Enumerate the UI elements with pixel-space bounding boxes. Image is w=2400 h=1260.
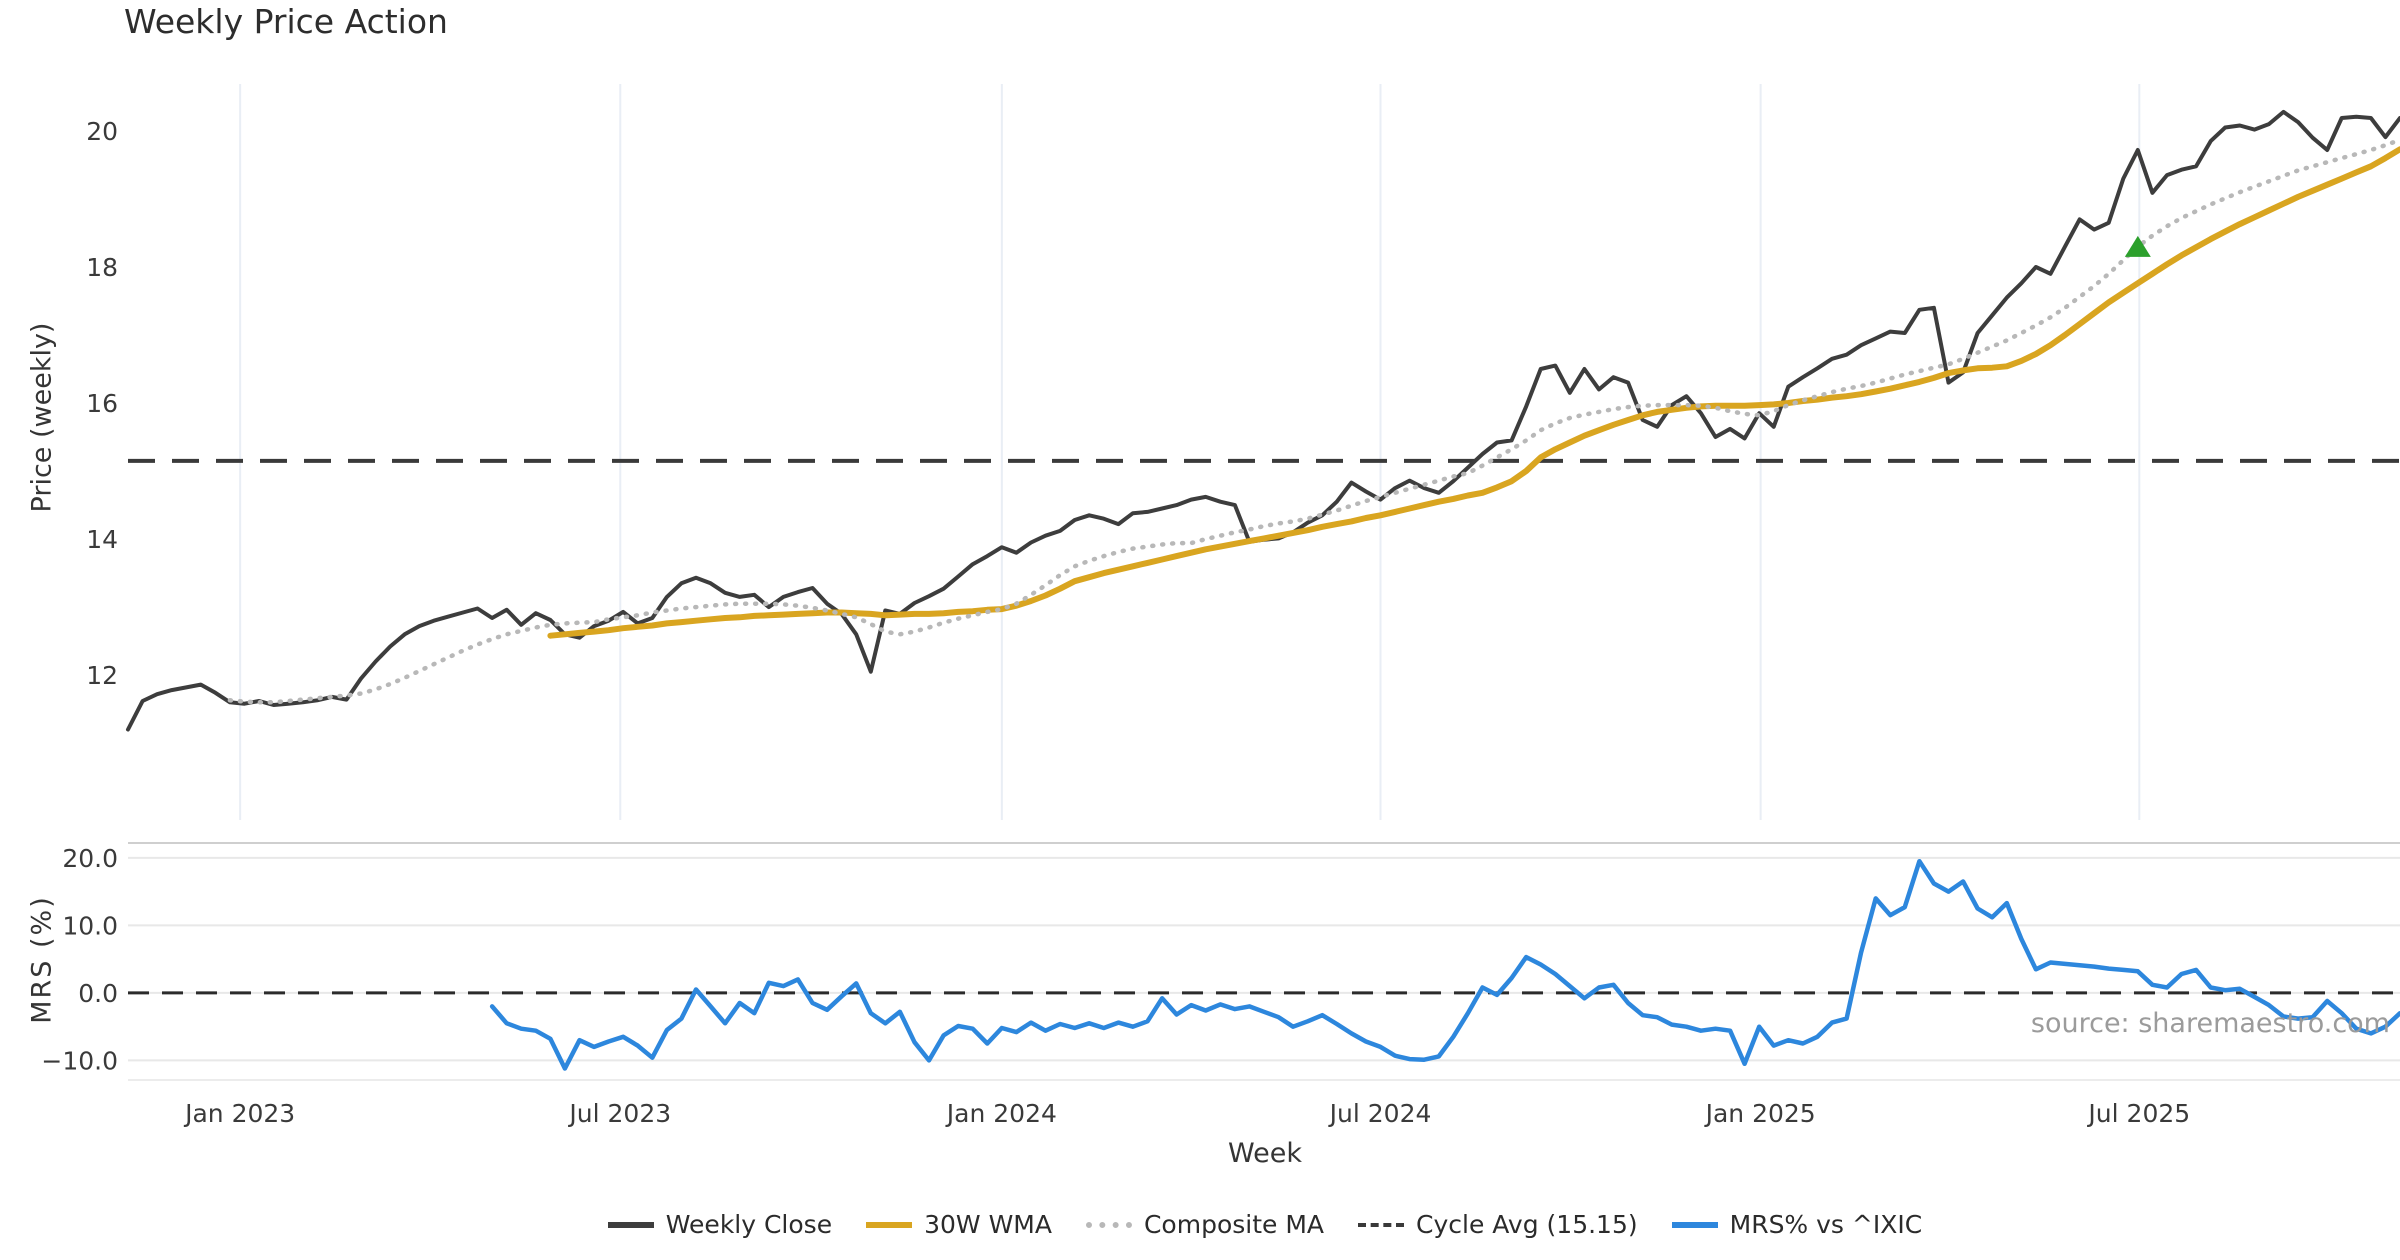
mrs-chart: 20.0 10.0 0.0 −10.0 Jan 2023 Jul 2023 Jan 2024… <box>41 842 2400 1128</box>
svg-text:20.0: 20.0 <box>62 844 118 873</box>
legend-item-cycle-avg: Cycle Avg (15.15) <box>1358 1210 1638 1239</box>
svg-text:Jul 2024: Jul 2024 <box>1328 1099 1432 1128</box>
svg-text:14: 14 <box>86 525 118 554</box>
legend-item-mrs: MRS% vs ^IXIC <box>1671 1210 1923 1239</box>
page-title: Weekly Price Action <box>124 2 448 41</box>
svg-text:−10.0: −10.0 <box>41 1046 118 1075</box>
svg-text:20: 20 <box>86 117 118 146</box>
legend-label: Weekly Close <box>665 1210 833 1239</box>
legend-item-composite-ma: Composite MA <box>1085 1210 1325 1239</box>
svg-text:Jul 2025: Jul 2025 <box>2086 1099 2190 1128</box>
legend: Weekly Close 30W WMA Composite MA Cycle … <box>130 1210 2400 1239</box>
legend-line-icon <box>1358 1222 1405 1227</box>
signal-triangle-icon <box>2124 235 2151 257</box>
legend-label: 30W WMA <box>924 1210 1052 1239</box>
source-note: source: sharemaestro.com <box>2030 1008 2390 1039</box>
svg-text:16: 16 <box>86 389 118 418</box>
legend-line-icon <box>607 1221 654 1228</box>
legend-label: Cycle Avg (15.15) <box>1416 1210 1638 1239</box>
legend-line-icon <box>866 1221 913 1228</box>
legend-label: MRS% vs ^IXIC <box>1729 1210 1923 1239</box>
legend-item-weekly-close: Weekly Close <box>607 1210 833 1239</box>
svg-text:Jul 2023: Jul 2023 <box>567 1099 671 1128</box>
svg-text:18: 18 <box>86 253 118 282</box>
legend-item-30w-wma: 30W WMA <box>866 1210 1052 1239</box>
x-axis-label-week: Week <box>1228 1138 1302 1169</box>
svg-text:Jan 2024: Jan 2024 <box>945 1099 1057 1128</box>
legend-label: Composite MA <box>1143 1210 1325 1239</box>
price-chart: 12 14 16 18 20 <box>86 84 2400 820</box>
y-axis-label-price: Price (weekly) <box>26 322 58 513</box>
y-axis-label-mrs: MRS (%) <box>26 895 58 1024</box>
svg-text:Jan 2025: Jan 2025 <box>1704 1099 1816 1128</box>
legend-line-icon <box>1085 1221 1132 1228</box>
svg-text:12: 12 <box>86 661 118 690</box>
legend-line-icon <box>1671 1221 1718 1228</box>
svg-text:Jan 2023: Jan 2023 <box>183 1099 295 1128</box>
svg-text:0.0: 0.0 <box>78 979 118 1008</box>
svg-text:10.0: 10.0 <box>62 911 118 940</box>
